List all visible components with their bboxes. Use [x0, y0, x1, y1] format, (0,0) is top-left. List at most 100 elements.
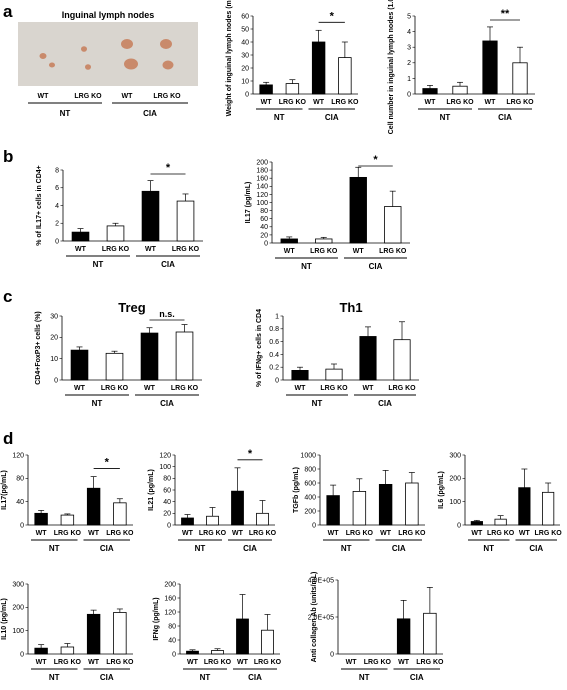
bar [140, 332, 159, 381]
bar [231, 490, 244, 526]
y-tick-label: 80 [163, 476, 171, 483]
lymph-node [49, 62, 55, 68]
category-label: LRG KO [310, 248, 338, 255]
photo-group-label: NT [60, 109, 71, 118]
bar [512, 62, 528, 95]
y-tick-label: 40 [16, 499, 24, 506]
photo-title-strip [18, 5, 198, 22]
bar [34, 647, 48, 655]
significance-label: * [330, 10, 335, 22]
group-label: NT [341, 544, 352, 553]
category-label: WT [36, 659, 48, 666]
bar [259, 84, 273, 95]
group-label: CIA [161, 260, 175, 269]
lymph-node-photo: Inguinal lymph nodes WT LRG KO WT LRG KO… [18, 5, 198, 118]
bar [349, 176, 367, 244]
bar [176, 200, 195, 242]
category-label: LRG KO [279, 99, 307, 106]
photo-title: Inguinal lymph nodes [62, 10, 155, 20]
bar [325, 368, 343, 381]
y-tick-label: 120 [256, 192, 268, 199]
category-label: LRG KO [204, 659, 232, 666]
y-tick-label: 20 [241, 65, 249, 72]
lymph-node [162, 60, 174, 70]
bar [422, 88, 438, 95]
y-tick-label: 200 [12, 605, 24, 612]
group-label: NT [195, 544, 206, 553]
chart-d3: 0 200 400 600 800 1000 TGFb (pg/mL) WT LRG KO WT L… [293, 452, 426, 553]
chart-title: Treg [118, 300, 146, 315]
y-axis-label: IFNg (pg/mL) [153, 597, 160, 640]
bar [186, 650, 199, 655]
panel-letter-a: a [3, 2, 13, 21]
bar [113, 612, 127, 655]
y-tick-label: 4.0E+05 [308, 577, 334, 584]
category-label: LRG KO [487, 530, 515, 537]
bar [106, 225, 125, 242]
bar [338, 57, 352, 95]
y-tick-label: 200 [304, 508, 316, 515]
bar [175, 331, 194, 381]
chart-title: Th1 [339, 300, 362, 315]
category-label: LRG KO [254, 659, 282, 666]
category-label: LRG KO [320, 385, 348, 392]
category-label: LRG KO [388, 385, 416, 392]
category-label: LRG KO [106, 659, 134, 666]
category-label: LRG KO [249, 530, 277, 537]
panel-letter-d: d [3, 429, 13, 448]
y-tick-label: 200 [164, 581, 176, 588]
y-tick-label: 300 [449, 452, 461, 459]
y-tick-label: 0.8 [269, 326, 279, 333]
y-tick-label: 8 [55, 167, 59, 174]
y-tick-label: 80 [260, 208, 268, 215]
category-label: LRG KO [346, 530, 374, 537]
bar [352, 490, 367, 526]
category-label: LRG KO [172, 246, 200, 253]
y-tick-label: 100 [12, 628, 24, 635]
category-label: WT [88, 530, 100, 537]
group-label: CIA [392, 544, 406, 553]
bar [482, 40, 498, 95]
y-tick-label: 0.6 [269, 339, 279, 346]
category-label: WT [485, 99, 497, 106]
bar [280, 238, 298, 244]
y-tick-label: 80 [16, 476, 24, 483]
group-label: CIA [100, 673, 114, 682]
group-label: NT [49, 544, 60, 553]
group-label: NT [312, 399, 323, 408]
group-label: CIA [100, 544, 114, 553]
group-label: CIA [325, 113, 339, 122]
y-tick-label: 120 [12, 452, 24, 459]
photo-lane-label: WT [122, 93, 134, 100]
y-tick-label: 40 [168, 637, 176, 644]
chart-c2: 0 0.2 0.4 0.6 0.8 1 % of IFNg+ cells in CD4 Th1… [256, 300, 419, 408]
y-tick-label: 160 [256, 176, 268, 183]
photo-lane-label: LRG KO [153, 93, 181, 100]
bar [423, 612, 437, 655]
y-tick-label: 60 [163, 487, 171, 494]
bar [211, 650, 224, 655]
category-label: LRG KO [446, 99, 474, 106]
bar [236, 618, 249, 655]
group-label: NT [49, 673, 60, 682]
group-label: NT [274, 113, 285, 122]
y-tick-label: 50 [241, 26, 249, 33]
y-tick-label: 180 [256, 168, 268, 175]
category-label: WT [145, 246, 157, 253]
y-tick-label: 40 [163, 499, 171, 506]
category-label: WT [284, 248, 296, 255]
bar [141, 190, 160, 242]
category-label: WT [75, 246, 87, 253]
bar [405, 482, 419, 526]
y-tick-label: 10 [50, 356, 58, 363]
photo-lane-label: WT [38, 93, 50, 100]
y-tick-label: 1 [407, 76, 411, 83]
group-label: NT [301, 262, 312, 271]
chart-d6: 0 40 80 120 160 200 IFNg (pg/mL) WT LRG KO WT LRG … [153, 581, 282, 682]
y-tick-label: 400 [304, 494, 316, 501]
group-label: CIA [378, 399, 392, 408]
y-tick-label: 0 [172, 651, 176, 658]
y-tick-label: 0 [20, 522, 24, 529]
